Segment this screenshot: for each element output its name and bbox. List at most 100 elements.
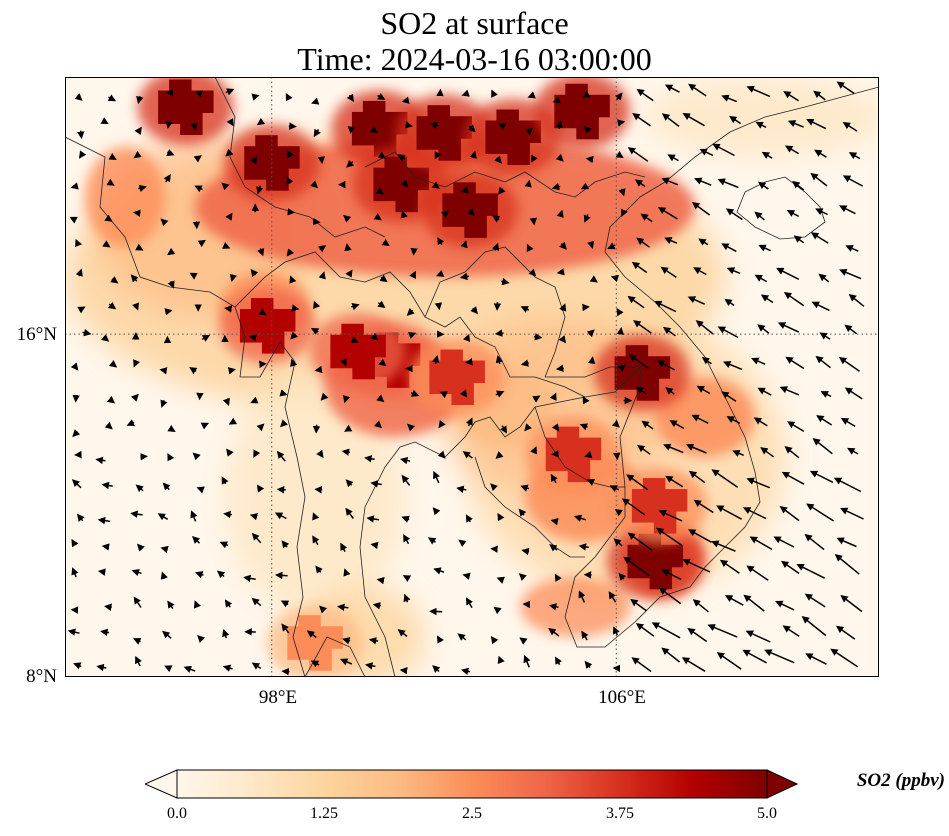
wind-arrow: [225, 148, 234, 157]
wind-arrow: [658, 510, 683, 522]
wind-arrow: [497, 186, 506, 195]
wind-arrow: [844, 324, 858, 335]
wind-arrow: [219, 541, 229, 549]
wind-arrow: [654, 300, 677, 313]
wind-arrow: [439, 391, 448, 399]
wind-arrow: [494, 329, 504, 337]
boundary-line: [474, 456, 585, 558]
wind-arrow: [742, 649, 767, 664]
wind-arrow: [192, 535, 201, 544]
wind-arrow: [524, 423, 532, 432]
wind-arrow: [532, 395, 541, 403]
wind-arrow: [251, 93, 260, 101]
wind-arrow: [782, 625, 800, 637]
wind-arrow: [691, 202, 711, 216]
wind-arrow: [160, 571, 168, 580]
wind-arrow: [491, 89, 498, 98]
wind-arrow: [378, 358, 387, 367]
wind-arrow: [431, 181, 440, 189]
wind-arrow: [104, 603, 113, 611]
wind-arrow: [347, 126, 356, 134]
wind-arrow: [251, 532, 262, 544]
wind-arrow: [427, 537, 437, 545]
lon-label-106e: 106°E: [598, 687, 646, 708]
wind-arrow: [135, 655, 142, 667]
wind-arrow: [761, 151, 773, 159]
so2-hotspot: [266, 604, 363, 677]
wind-arrow: [725, 208, 743, 221]
wind-arrow: [810, 172, 828, 187]
wind-arrow: [381, 238, 390, 247]
wind-arrow: [527, 91, 536, 99]
wind-arrow: [578, 590, 586, 603]
wind-arrow: [661, 177, 679, 186]
wind-arrow: [810, 232, 829, 244]
wind-arrow: [656, 360, 676, 371]
wind-arrow: [346, 159, 355, 168]
wind-arrow: [694, 177, 712, 186]
wind-arrow: [201, 334, 211, 342]
wind-arrow: [634, 179, 646, 188]
wind-arrow: [701, 357, 712, 365]
wind-arrow: [784, 446, 800, 459]
wind-arrow: [751, 357, 766, 365]
wind-arrow: [764, 649, 795, 664]
wind-arrow: [342, 637, 351, 645]
wind-arrow: [830, 648, 859, 668]
wind-arrow: [157, 513, 169, 521]
wind-arrow: [844, 387, 863, 400]
wind-arrow: [256, 423, 265, 432]
wind-arrow: [524, 179, 532, 188]
wind-arrow: [665, 475, 684, 488]
wind-arrow: [717, 326, 739, 339]
wind-arrow: [698, 238, 709, 246]
wind-arrow: [773, 536, 795, 548]
wind-arrow: [815, 208, 828, 216]
wind-arrow: [695, 320, 714, 335]
wind-arrow: [585, 155, 594, 164]
wind-arrow: [723, 361, 743, 371]
wind-arrow: [608, 591, 617, 603]
wind-arrow: [842, 175, 864, 187]
map-panel: [65, 77, 879, 677]
wind-arrow: [162, 482, 171, 491]
wind-arrow: [687, 529, 712, 543]
wind-arrow: [838, 356, 860, 372]
wind-arrow: [315, 565, 323, 574]
wind-arrow: [757, 324, 770, 334]
map-subtitle-time: Time: 2024-03-16 03:00:00: [297, 41, 652, 77]
wind-arrow: [402, 575, 412, 583]
wind-arrow: [133, 637, 142, 645]
wind-arrow: [163, 174, 171, 183]
wind-arrow: [373, 213, 382, 221]
wind-arrow: [726, 267, 741, 275]
wind-arrow: [469, 150, 477, 159]
wind-arrow: [549, 544, 558, 552]
wind-arrow: [584, 660, 593, 670]
wind-arrow: [573, 514, 587, 522]
wind-arrow: [661, 113, 680, 127]
lat-label-8n: 8°N: [26, 666, 57, 687]
wind-arrow: [106, 395, 116, 404]
wind-arrow: [436, 635, 444, 644]
wind-arrow: [687, 627, 708, 643]
wind-arrow: [280, 600, 290, 608]
wind-arrow: [559, 303, 567, 312]
colorbar-gradient: [176, 769, 768, 799]
wind-arrow: [833, 477, 862, 493]
wind-arrow: [311, 97, 320, 105]
wind-arrow: [409, 270, 416, 280]
wind-arrow: [614, 92, 623, 101]
boundary-line: [65, 136, 306, 677]
wind-arrow: [432, 665, 441, 673]
wind-arrow: [664, 84, 680, 93]
wind-arrow: [836, 81, 855, 95]
wind-arrow: [579, 423, 589, 431]
wind-arrow: [370, 332, 379, 341]
wind-arrow: [429, 121, 439, 130]
wind-arrow: [130, 274, 139, 283]
wind-arrow: [375, 187, 385, 195]
wind-arrow: [407, 331, 417, 340]
wind-arrow: [465, 597, 473, 609]
wind-arrow: [842, 122, 858, 132]
